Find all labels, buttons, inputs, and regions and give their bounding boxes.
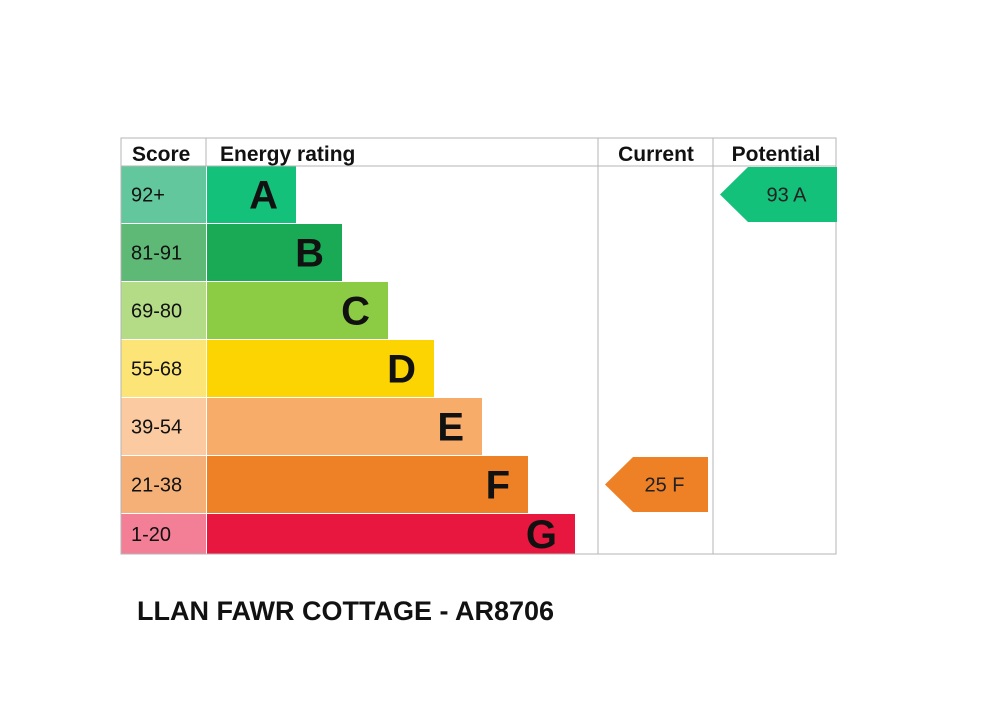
score-cell-a xyxy=(121,166,206,223)
property-caption: LLAN FAWR COTTAGE - AR8706 xyxy=(137,596,555,626)
rating-bar-d xyxy=(207,340,434,397)
score-label-e: 39-54 xyxy=(131,417,182,439)
score-label-b: 81-91 xyxy=(131,243,182,265)
rating-bands: 92+ A 81-91 B 69-80 C 55-68 D 39-54 E 21-38 F 1-20 G xyxy=(121,166,575,557)
column-headers: Score Energy rating Current Potential xyxy=(132,143,820,166)
header-current: Current xyxy=(618,143,694,166)
header-energy-rating: Energy rating xyxy=(220,143,355,166)
rating-letter-b: B xyxy=(295,232,324,276)
score-label-c: 69-80 xyxy=(131,301,182,323)
score-cell-b xyxy=(121,224,206,281)
header-potential: Potential xyxy=(732,143,821,166)
score-label-f: 21-38 xyxy=(131,475,182,497)
score-label-d: 55-68 xyxy=(131,359,182,381)
score-label-g: 1-20 xyxy=(131,524,171,546)
rating-letter-e: E xyxy=(437,406,464,450)
rating-bar-f xyxy=(207,456,528,513)
rating-letter-d: D xyxy=(387,348,416,392)
score-label-a: 92+ xyxy=(131,185,165,207)
rating-bar-b xyxy=(207,224,342,281)
score-cell-g xyxy=(121,514,206,554)
current-rating-arrow xyxy=(605,457,708,512)
rating-bar-e xyxy=(207,398,482,455)
rating-markers: 25 F 93 A xyxy=(605,167,837,512)
table-border xyxy=(120,137,837,555)
header-score: Score xyxy=(132,143,190,166)
potential-rating-label: 93 A xyxy=(766,185,807,207)
table-grid xyxy=(120,137,837,555)
score-cell-f xyxy=(121,456,206,513)
rating-bar-g xyxy=(207,514,575,554)
rating-letter-g: G xyxy=(526,513,557,557)
rating-bar-a xyxy=(207,166,296,223)
rating-letter-f: F xyxy=(486,464,510,508)
score-cell-e xyxy=(121,398,206,455)
current-rating-label: 25 F xyxy=(644,475,684,497)
rating-bar-c xyxy=(207,282,388,339)
rating-letter-c: C xyxy=(341,290,370,334)
score-cell-c xyxy=(121,282,206,339)
score-cell-d xyxy=(121,340,206,397)
potential-rating-arrow xyxy=(720,167,837,222)
rating-letter-a: A xyxy=(249,174,278,218)
